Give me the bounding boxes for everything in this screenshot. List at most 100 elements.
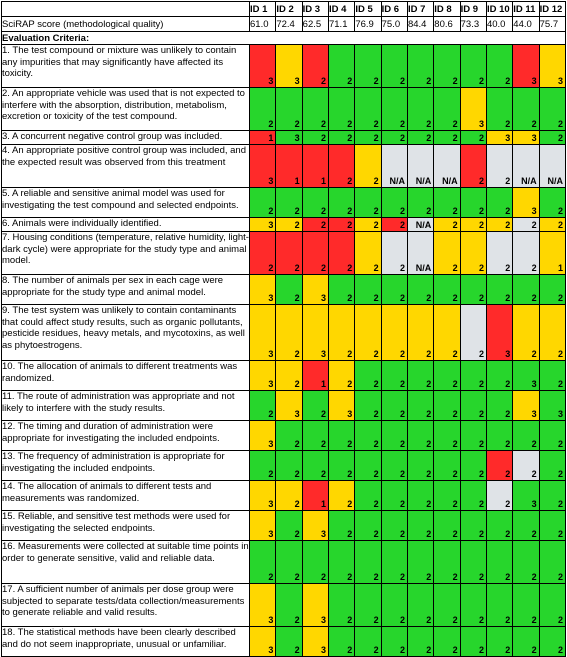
cell-value: 2 <box>294 439 300 449</box>
score-cell-yellow: 2 <box>380 304 408 361</box>
score-cell-green: 2 <box>512 510 540 541</box>
score-cell-green: 2 <box>301 187 329 218</box>
score-cell-yellow: 3 <box>275 390 303 421</box>
score-cell-yellow: 3 <box>459 87 487 131</box>
score-cell-green: 2 <box>354 360 382 391</box>
criterion-text: 16. Measurements were collected at suita… <box>1 540 250 584</box>
score-cell-green: 2 <box>459 130 487 145</box>
cell-value: 2 <box>347 529 353 539</box>
cell-value: 2 <box>347 645 353 655</box>
score-cell: 73.3 <box>459 16 487 32</box>
score-cell-yellow: 2 <box>275 304 303 361</box>
cell-value: 2 <box>373 119 379 129</box>
cell-value: 2 <box>347 499 353 509</box>
score-cell-yellow: 2 <box>538 304 567 361</box>
score-cell-yellow: 2 <box>275 217 303 232</box>
cell-value: 2 <box>399 119 405 129</box>
score-cell: 75.0 <box>380 16 408 32</box>
score-cell-na: N/A <box>406 144 435 188</box>
score-cell-green: 2 <box>459 274 487 305</box>
score-cell-green: 2 <box>380 540 408 584</box>
cell-value: 2 <box>531 293 537 303</box>
score-cell-green: 2 <box>512 626 540 657</box>
cell-value: 1 <box>320 379 326 389</box>
cell-value: 3 <box>531 206 537 216</box>
cell-value: 2 <box>320 119 326 129</box>
cell-value: 2 <box>347 379 353 389</box>
score-cell-yellow: 3 <box>248 420 277 451</box>
criterion-row: 8. The number of animals per sex in each… <box>1 274 567 305</box>
score-cell-green: 2 <box>406 626 435 657</box>
criterion-row: 11. The route of administration was appr… <box>1 390 567 421</box>
criterion-row: 17. A sufficient number of animals per d… <box>1 583 567 627</box>
cell-value: 2 <box>505 469 511 479</box>
cell-value: 2 <box>347 263 353 273</box>
score-cell-yellow: 2 <box>327 304 356 361</box>
score-cell-green: 2 <box>327 274 356 305</box>
cell-value: 2 <box>557 379 563 389</box>
cell-value: 2 <box>478 645 484 655</box>
score-cell-green: 2 <box>433 583 461 627</box>
score-cell-yellow: 3 <box>301 304 329 361</box>
score-cell-green: 2 <box>485 274 514 305</box>
score-cell-green: 2 <box>433 360 461 391</box>
cell-value: 2 <box>426 409 432 419</box>
score-cell-yellow: 2 <box>433 304 461 361</box>
criterion-row: 2. An appropriate vehicle was used that … <box>1 87 567 131</box>
cell-value: 3 <box>531 379 537 389</box>
cell-value: 2 <box>505 220 511 230</box>
cell-value: 3 <box>268 379 274 389</box>
cell-value: 2 <box>531 349 537 359</box>
cell-value: 2 <box>478 379 484 389</box>
cell-value: 2 <box>294 263 300 273</box>
cell-value: 2 <box>531 469 537 479</box>
cell-value: 2 <box>399 263 405 273</box>
cell-value: 2 <box>373 529 379 539</box>
score-cell-green: 2 <box>327 540 356 584</box>
cell-value: 3 <box>294 76 300 86</box>
score-cell-green: 2 <box>275 420 303 451</box>
column-header-id9: ID 9 <box>459 1 487 17</box>
cell-value: 2 <box>478 263 484 273</box>
cell-value: 1 <box>268 133 274 143</box>
column-header-id10: ID 10 <box>485 1 514 17</box>
score-cell: 80.6 <box>433 16 461 32</box>
score-cell-green: 2 <box>538 583 567 627</box>
score-cell: 44.0 <box>512 16 540 32</box>
cell-value: 2 <box>373 206 379 216</box>
cell-value: 2 <box>478 76 484 86</box>
score-cell-green: 2 <box>354 130 382 145</box>
criteria-heading-row: Evaluation Criteria: <box>1 31 566 45</box>
score-cell-green: 2 <box>275 626 303 657</box>
cell-value: 3 <box>268 645 274 655</box>
header-row: ID 1 ID 2 ID 3 ID 4 ID 5 ID 6 ID 7 ID 8 … <box>1 1 567 17</box>
cell-value: 2 <box>320 133 326 143</box>
cell-value: 2 <box>478 439 484 449</box>
score-cell-yellow: 2 <box>433 217 461 232</box>
column-header-id1: ID 1 <box>248 1 277 17</box>
score-cell: 84.4 <box>406 16 435 32</box>
score-cell-green: 2 <box>380 390 408 421</box>
score-cell-red: 3 <box>248 44 277 88</box>
cell-value: 2 <box>347 220 353 230</box>
cell-value: 3 <box>320 529 326 539</box>
cell-value: 2 <box>347 572 353 582</box>
column-header-id6: ID 6 <box>380 1 408 17</box>
cell-value: 2 <box>452 263 458 273</box>
cell-value: 2 <box>399 76 405 86</box>
score-cell-green: 2 <box>485 420 514 451</box>
score-cell-green: 2 <box>459 450 487 481</box>
score-cell-yellow: 3 <box>327 390 356 421</box>
column-header-id3: ID 3 <box>301 1 329 17</box>
criterion-row: 14. The allocation of animals to differe… <box>1 480 567 511</box>
score-cell-green: 2 <box>301 540 329 584</box>
cell-value: 2 <box>268 572 274 582</box>
cell-value: 3 <box>531 76 537 86</box>
score-cell: 61.0 <box>248 16 277 32</box>
score-cell-green: 2 <box>301 390 329 421</box>
cell-value: 3 <box>268 293 274 303</box>
score-cell-green: 2 <box>380 187 408 218</box>
score-cell: 62.5 <box>301 16 329 32</box>
cell-value: 2 <box>320 409 326 419</box>
cell-value: 2 <box>373 645 379 655</box>
